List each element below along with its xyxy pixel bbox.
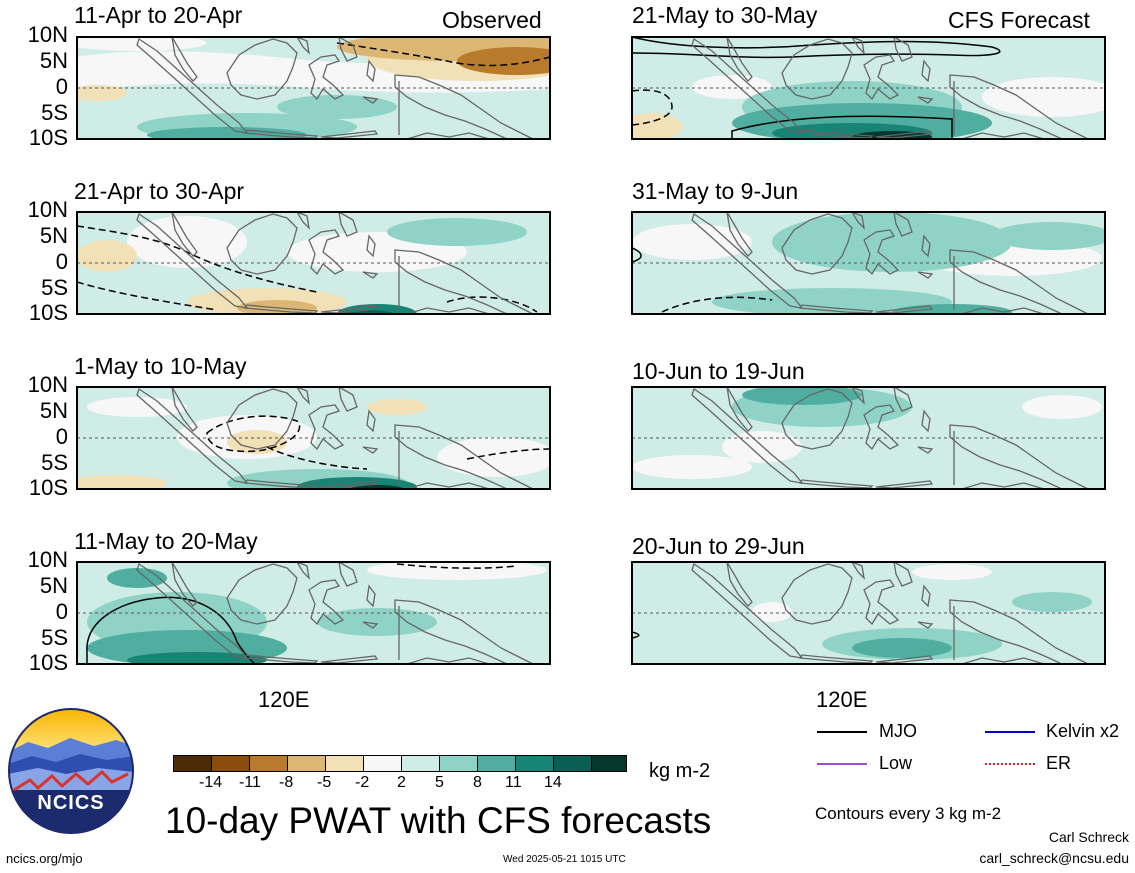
lat-label-0: 0 (55, 599, 68, 624)
colorbar-tick: 2 (397, 774, 406, 791)
colorbar-swatch (249, 755, 288, 772)
map-panel-forecast-1 (631, 36, 1106, 140)
legend-er-label: ER (1046, 753, 1072, 773)
colorbar-swatch (363, 755, 402, 772)
colorbar-tick: 14 (544, 774, 562, 791)
lat-label-5s: 5S (41, 100, 68, 125)
footer-author: Carl Schreck (1048, 829, 1129, 845)
legend-mjo-line (817, 731, 867, 733)
colorbar-swatch (591, 755, 627, 772)
lat-label-5n: 5N (39, 48, 68, 73)
colorbar-swatch (287, 755, 326, 772)
map-panel-forecast-3 (631, 386, 1106, 490)
panel-7-title: 10-Jun to 19-Jun (632, 358, 805, 384)
colorbar-swatch (173, 755, 212, 772)
panel-5-title: 21-May to 30-May (632, 2, 818, 28)
colorbar-tick: -11 (239, 774, 261, 791)
colorbar-tick: -2 (355, 774, 370, 791)
footer-email[interactable]: carl_schreck@ncsu.edu (979, 850, 1129, 866)
lat-label-10s: 10S (28, 300, 68, 325)
colorbar-units: kg m-2 (649, 760, 711, 782)
lat-label-5n: 5N (39, 223, 68, 248)
lat-label-5s: 5S (41, 625, 68, 650)
lat-label-10n: 10N (27, 547, 68, 572)
lat-label-10n: 10N (27, 372, 68, 397)
colorbar-tick: -5 (317, 774, 332, 791)
map-panel-forecast-2 (631, 211, 1106, 315)
legend-kelvin-label: Kelvin x2 (1046, 721, 1120, 741)
footer-url[interactable]: ncics.org/mjo (6, 851, 83, 866)
lat-label-10s: 10S (28, 475, 68, 500)
forecast-label: CFS Forecast (948, 7, 1090, 33)
legend-low-line (817, 763, 867, 765)
colorbar-tick: -14 (199, 774, 223, 791)
observed-label: Observed (442, 7, 542, 33)
legend-mjo-label: MJO (879, 721, 917, 741)
panel-4-title: 11-May to 20-May (74, 528, 258, 554)
footer-timestamp: Wed 2025-05-21 1015 UTC (503, 854, 626, 865)
ncics-logo: NCICS (8, 708, 134, 834)
colorbar-tick: -8 (279, 774, 294, 791)
colorbar-tick: 11 (505, 774, 522, 791)
legend-kelvin-line (985, 731, 1035, 733)
map-panel-forecast-4 (631, 561, 1106, 665)
map-panel-observed-1 (76, 36, 551, 140)
panel-2-title: 21-Apr to 30-Apr (74, 178, 245, 204)
contour-note: Contours every 3 kg m-2 (815, 804, 1002, 823)
lat-label-0: 0 (55, 249, 68, 274)
map-panel-observed-3 (76, 386, 551, 490)
lat-label-10s: 10S (28, 125, 68, 150)
lat-label-5n: 5N (39, 398, 68, 423)
lat-label-10s: 10S (28, 650, 68, 675)
logo-text: NCICS (37, 792, 105, 814)
colorbar-swatch (439, 755, 478, 772)
colorbar-swatch (553, 755, 592, 772)
colorbar-swatch (477, 755, 516, 772)
lat-label-10n: 10N (27, 197, 68, 222)
lat-label-10n: 10N (27, 22, 68, 47)
lat-label-5s: 5S (41, 275, 68, 300)
lat-label-0: 0 (55, 74, 68, 99)
legend-low-label: Low (879, 753, 913, 773)
lat-label-0: 0 (55, 424, 68, 449)
lat-label-5n: 5N (39, 573, 68, 598)
panel-8-title: 20-Jun to 29-Jun (632, 533, 805, 559)
legend-er-line (985, 763, 1035, 765)
colorbar-swatch (401, 755, 440, 772)
colorbar-swatch (325, 755, 364, 772)
colorbar-tick: 5 (435, 774, 444, 791)
map-panel-observed-4 (76, 561, 551, 665)
main-title: 10-day PWAT with CFS forecasts (165, 800, 712, 841)
lon-label-left: 120E (258, 687, 310, 712)
panel-1-title: 11-Apr to 20-Apr (74, 2, 243, 28)
colorbar-swatch (515, 755, 554, 772)
lat-label-5s: 5S (41, 450, 68, 475)
panel-6-title: 31-May to 9-Jun (632, 178, 799, 204)
colorbar-tick: 8 (473, 774, 482, 791)
panel-3-title: 1-May to 10-May (74, 353, 247, 379)
map-panel-observed-2 (76, 211, 551, 315)
lon-label-right: 120E (816, 687, 868, 712)
colorbar-swatch (211, 755, 250, 772)
